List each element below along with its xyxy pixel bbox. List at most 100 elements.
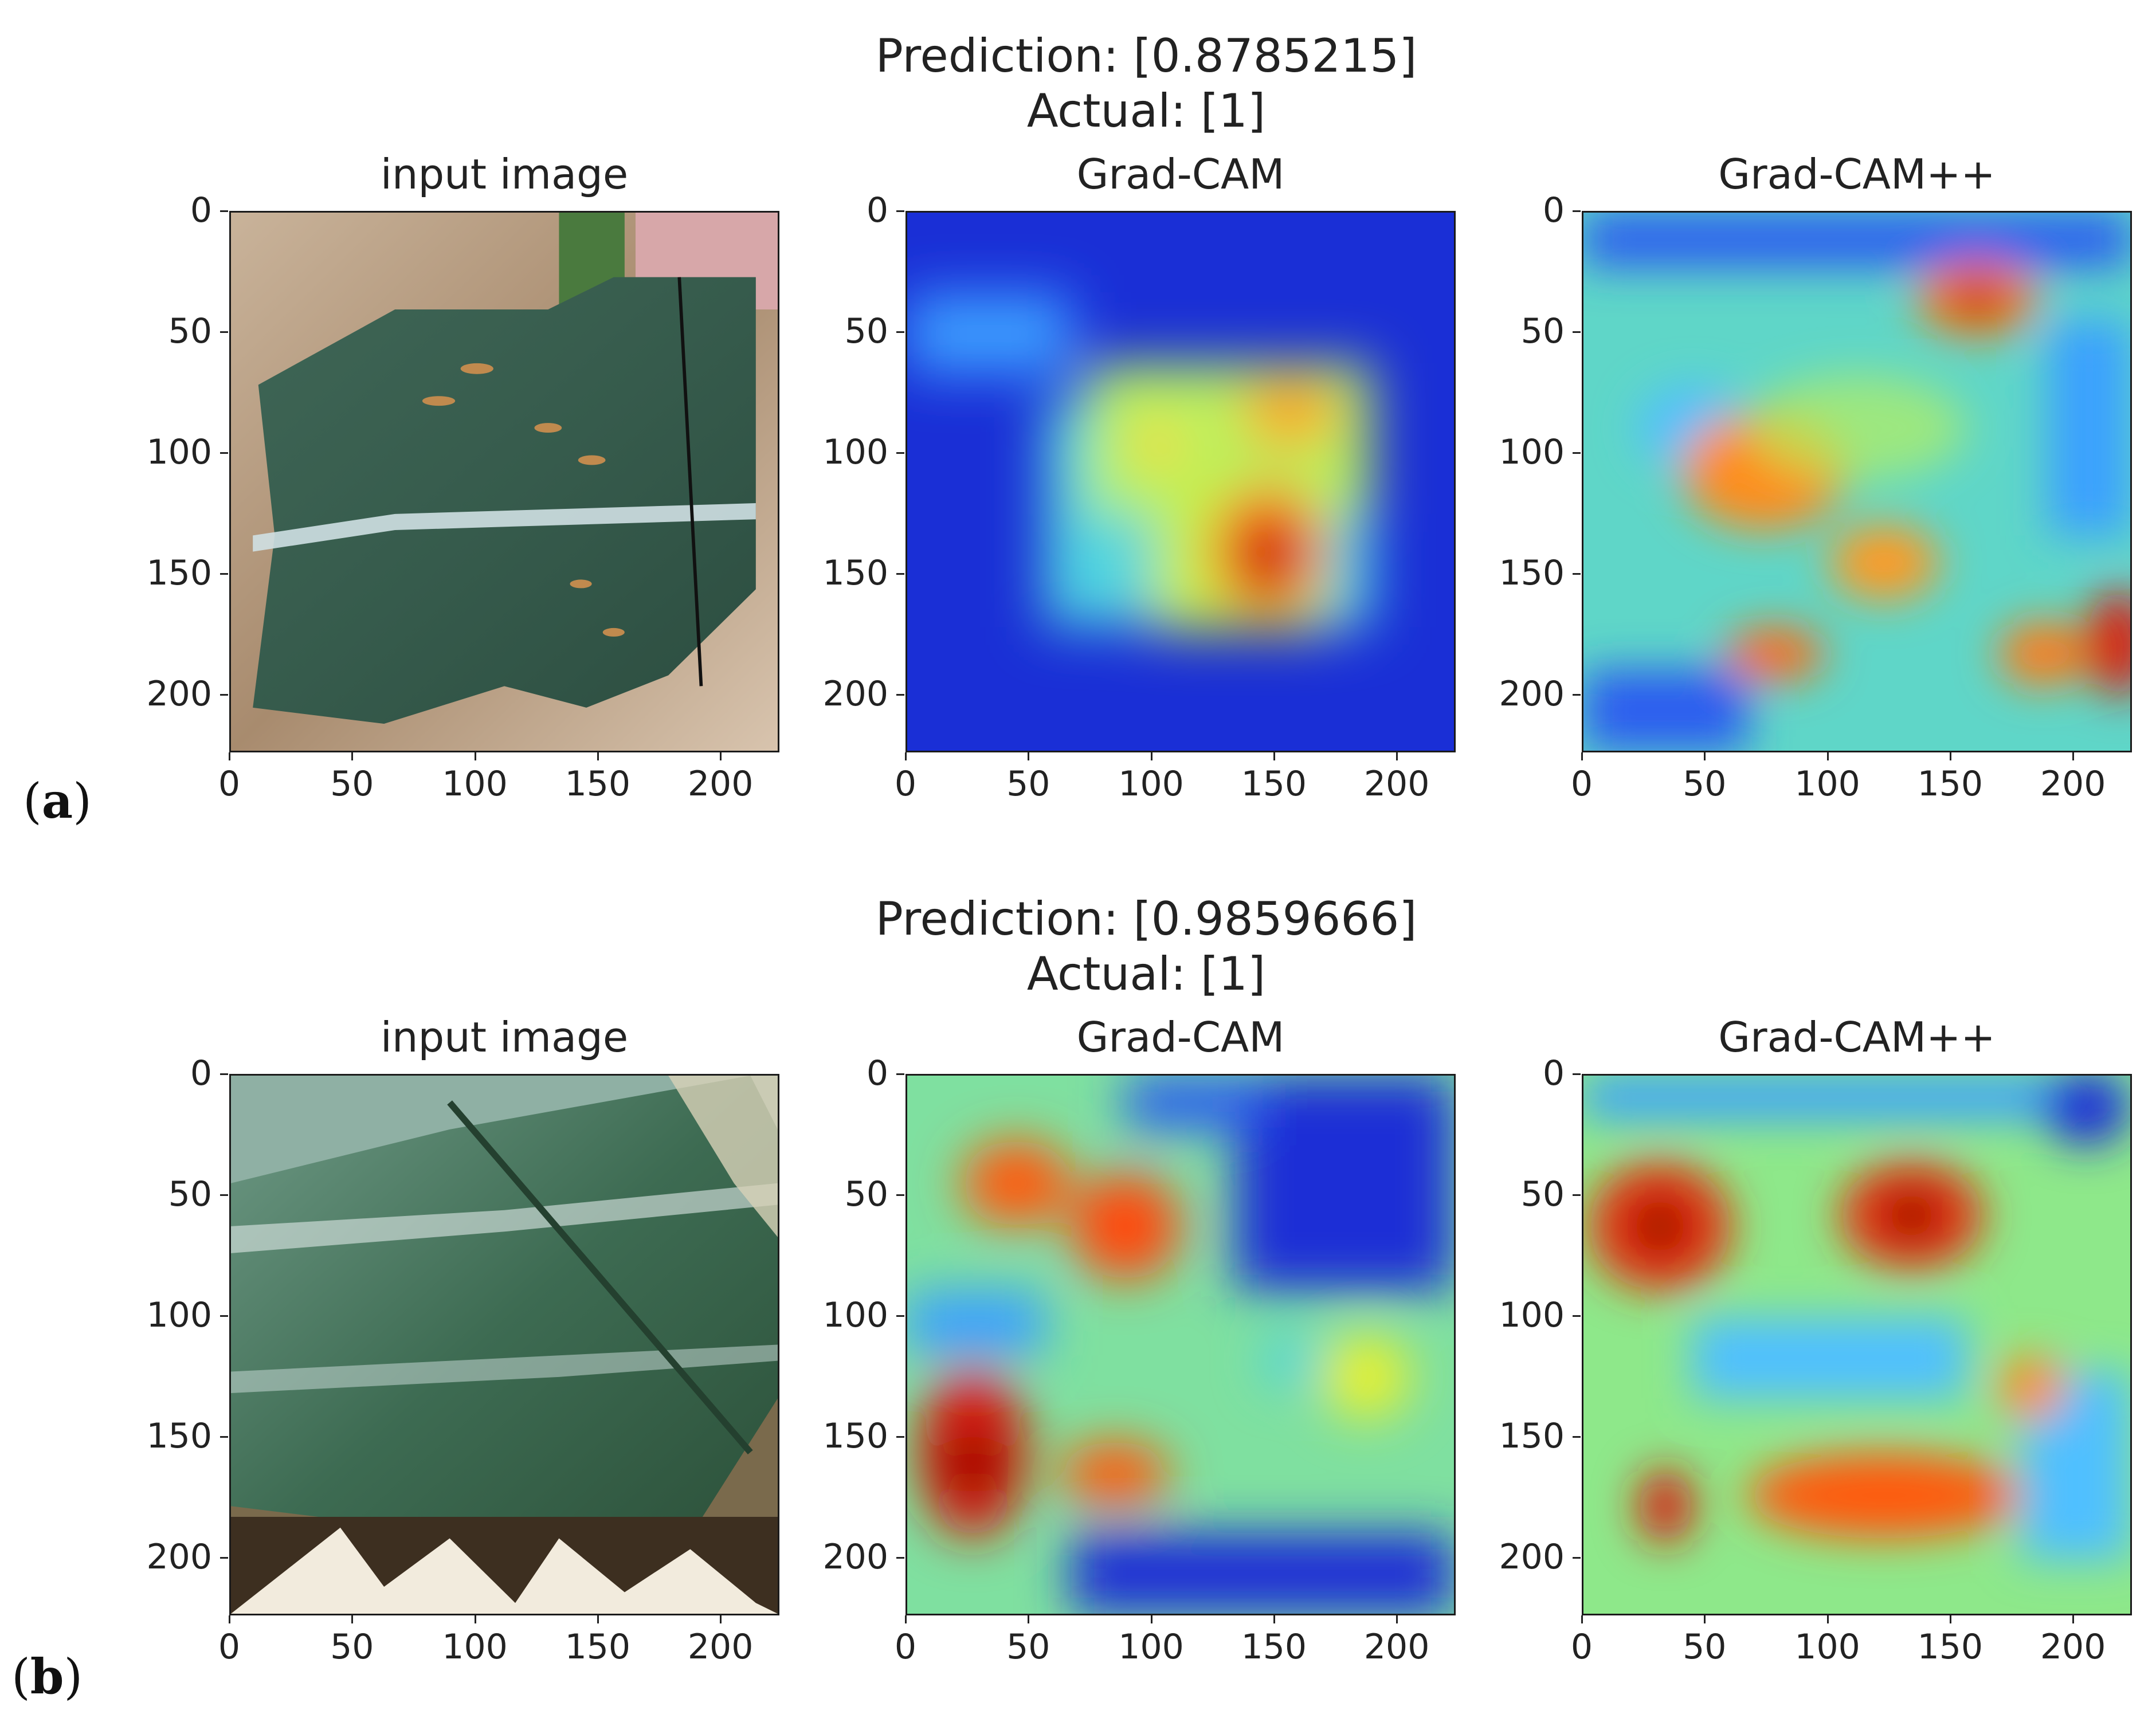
- x-tick-mark: [1704, 1615, 1706, 1623]
- x-tick-mark: [905, 752, 907, 760]
- y-tick-label: 150: [146, 1415, 212, 1456]
- y-tick-label: 0: [190, 1053, 212, 1093]
- y-tick-label: 50: [1520, 1174, 1565, 1214]
- x-tick-mark: [474, 752, 476, 760]
- x-tick-label: 150: [565, 1627, 631, 1667]
- x-tick-label: 150: [565, 764, 631, 804]
- y-tick-label: 50: [844, 1174, 888, 1214]
- row-b-title: Prediction: [0.9859666] Actual: [1]: [745, 892, 1547, 1002]
- panel-title-gradcam: Grad-CAM: [1076, 1013, 1285, 1061]
- x-tick-label: 0: [218, 1627, 241, 1667]
- y-tick-label: 50: [844, 311, 888, 351]
- x-tick-label: 50: [1006, 1627, 1050, 1667]
- gradcam-heatmap-a: [905, 211, 1456, 752]
- x-tick-label: 200: [2040, 1627, 2106, 1667]
- panel-title-gradcampp: Grad-CAM++: [1718, 1013, 1996, 1061]
- x-tick-mark: [1396, 1615, 1398, 1623]
- y-tick-mark: [896, 1556, 904, 1559]
- x-tick-label: 0: [218, 764, 241, 804]
- y-tick-mark: [896, 693, 904, 696]
- y-tick-label: 100: [146, 432, 212, 472]
- x-tick-mark: [1028, 1615, 1030, 1623]
- x-tick-label: 150: [1917, 764, 1983, 804]
- y-tick-label: 200: [822, 1536, 888, 1577]
- panel-title-input: input image: [380, 150, 629, 198]
- y-tick-mark: [220, 1435, 228, 1438]
- y-tick-label: 0: [1542, 190, 1565, 230]
- x-tick-label: 50: [1683, 1627, 1727, 1667]
- gradcampp-heatmap-a: [1582, 211, 2132, 752]
- row-a-title: Prediction: [0.8785215] Actual: [1]: [745, 29, 1547, 139]
- y-tick-mark: [220, 572, 228, 575]
- x-tick-mark: [229, 752, 230, 760]
- x-tick-label: 100: [442, 1627, 508, 1667]
- x-tick-label: 100: [1118, 764, 1184, 804]
- y-tick-mark: [220, 1073, 228, 1075]
- gradcampp-heatmap-b: [1582, 1074, 2132, 1615]
- x-tick-label: 0: [894, 764, 917, 804]
- row-a-label: (a): [23, 772, 92, 829]
- x-tick-label: 50: [1683, 764, 1727, 804]
- y-tick-mark: [220, 452, 228, 454]
- x-tick-mark: [351, 1615, 354, 1623]
- y-tick-label: 200: [1499, 673, 1565, 714]
- x-tick-label: 0: [1570, 1627, 1593, 1667]
- y-tick-label: 100: [1499, 432, 1565, 472]
- x-tick-mark: [2072, 752, 2075, 760]
- x-tick-label: 100: [442, 764, 508, 804]
- x-tick-mark: [1150, 1615, 1153, 1623]
- x-tick-mark: [1581, 752, 1583, 760]
- y-tick-mark: [1573, 1435, 1581, 1438]
- x-tick-label: 50: [330, 764, 374, 804]
- x-tick-mark: [597, 752, 599, 760]
- y-tick-label: 150: [146, 552, 212, 593]
- x-tick-mark: [229, 1615, 230, 1623]
- x-tick-mark: [1704, 752, 1706, 760]
- y-tick-mark: [1573, 452, 1581, 454]
- y-tick-label: 200: [1499, 1536, 1565, 1577]
- y-tick-mark: [896, 1435, 904, 1438]
- row-b-label: (b): [11, 1648, 83, 1705]
- x-tick-label: 150: [1241, 764, 1307, 804]
- x-tick-label: 100: [1118, 1627, 1184, 1667]
- x-tick-label: 100: [1794, 1627, 1860, 1667]
- y-tick-mark: [1573, 331, 1581, 333]
- y-tick-label: 100: [1499, 1295, 1565, 1335]
- x-tick-mark: [1028, 752, 1030, 760]
- y-tick-label: 50: [168, 311, 212, 351]
- x-tick-mark: [1150, 752, 1153, 760]
- y-tick-label: 200: [146, 673, 212, 714]
- gradcam-heatmap-b: [905, 1074, 1456, 1615]
- x-tick-label: 50: [1006, 764, 1050, 804]
- y-tick-mark: [220, 331, 228, 333]
- y-tick-mark: [896, 572, 904, 575]
- y-tick-mark: [896, 1315, 904, 1317]
- y-tick-mark: [896, 210, 904, 212]
- y-tick-mark: [1573, 1315, 1581, 1317]
- y-tick-mark: [220, 1556, 228, 1559]
- input-image-leaf-b: [229, 1074, 779, 1615]
- y-tick-label: 100: [822, 432, 888, 472]
- y-tick-mark: [220, 1194, 228, 1196]
- y-tick-label: 150: [822, 1415, 888, 1456]
- x-tick-mark: [474, 1615, 476, 1623]
- x-tick-label: 150: [1241, 1627, 1307, 1667]
- y-tick-mark: [896, 331, 904, 333]
- y-tick-label: 150: [1499, 1415, 1565, 1456]
- y-tick-mark: [1573, 1556, 1581, 1559]
- y-tick-mark: [896, 452, 904, 454]
- y-tick-label: 0: [1542, 1053, 1565, 1093]
- actual-text: Actual: [1]: [1026, 84, 1266, 138]
- y-tick-label: 200: [822, 673, 888, 714]
- y-tick-mark: [1573, 572, 1581, 575]
- x-tick-mark: [1826, 752, 1829, 760]
- x-tick-mark: [1581, 1615, 1583, 1623]
- x-tick-label: 0: [894, 1627, 917, 1667]
- x-tick-mark: [1826, 1615, 1829, 1623]
- x-tick-mark: [1396, 752, 1398, 760]
- actual-text: Actual: [1]: [1026, 947, 1266, 1001]
- y-tick-mark: [1573, 693, 1581, 696]
- y-tick-label: 0: [190, 190, 212, 230]
- prediction-text: Prediction: [0.9859666]: [875, 892, 1417, 946]
- y-tick-mark: [1573, 1194, 1581, 1196]
